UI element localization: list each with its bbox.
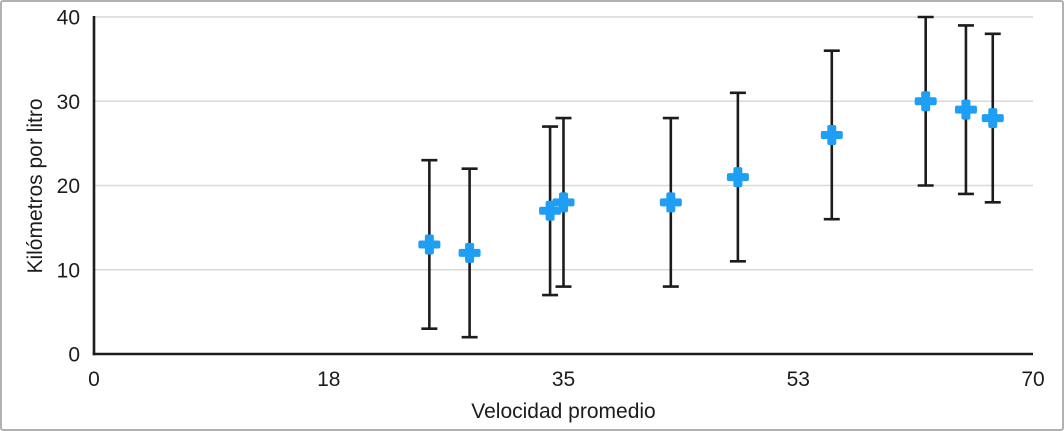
data-point-marker <box>914 91 937 112</box>
data-point-marker <box>418 234 441 255</box>
data-point-marker <box>552 192 575 213</box>
data-point-marker <box>726 167 749 188</box>
x-tick-label: 53 <box>787 368 810 391</box>
data-point-marker <box>659 192 682 213</box>
x-tick-label: 0 <box>88 368 100 391</box>
data-point-marker <box>539 200 562 221</box>
y-tick-label: 30 <box>57 91 80 114</box>
data-point-marker <box>954 99 977 120</box>
y-tick-label: 40 <box>57 7 80 30</box>
y-tick-label: 10 <box>57 259 80 282</box>
data-point-marker <box>981 108 1004 129</box>
x-tick-label: 18 <box>317 368 340 391</box>
y-tick-label: 0 <box>68 344 80 367</box>
y-tick-label: 20 <box>57 175 80 198</box>
x-tick-label: 35 <box>552 368 575 391</box>
y-axis-title: Kilómetros por litro <box>24 98 47 273</box>
data-point-marker <box>458 242 481 263</box>
x-tick-label: 70 <box>1021 368 1044 391</box>
data-point-marker <box>820 124 843 145</box>
x-axis-title: Velocidad promedio <box>471 400 655 423</box>
